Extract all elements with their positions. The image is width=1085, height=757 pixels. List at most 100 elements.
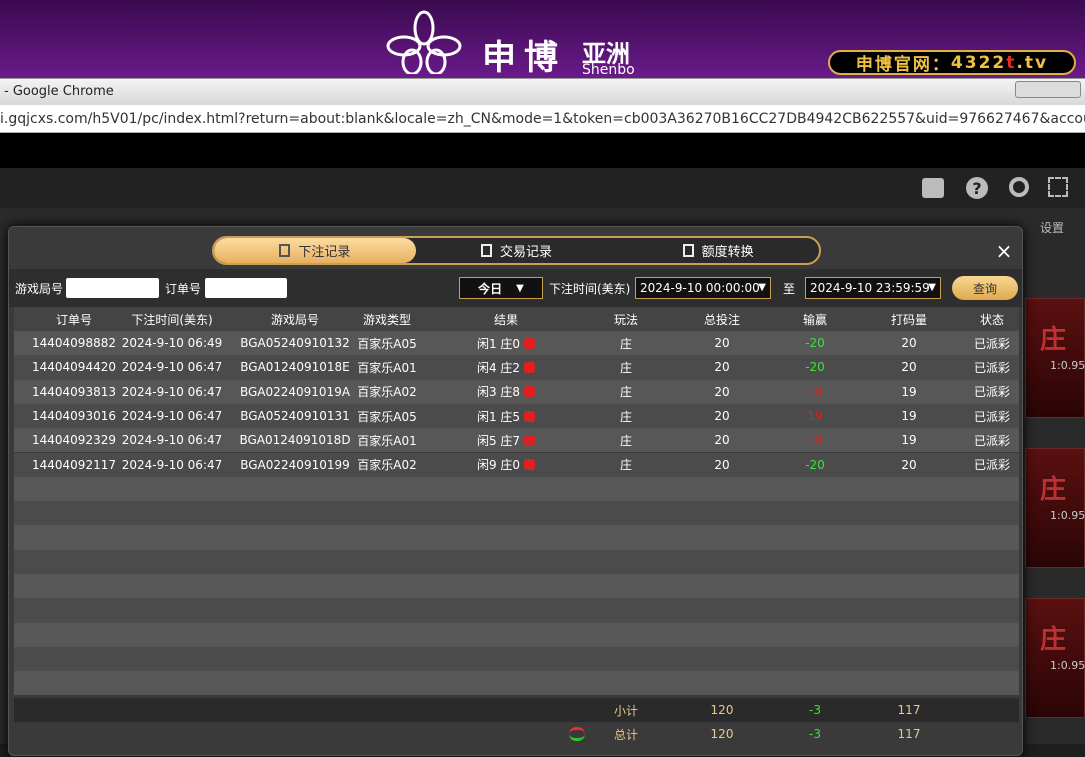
replay-icon[interactable] <box>524 434 536 446</box>
data-row: 14404092117 2024-9-10 06:47 BGA02240910199… <box>14 452 1019 477</box>
cell: 14404093813 <box>32 384 116 399</box>
cell: 庄 <box>619 433 632 448</box>
cell: 19 <box>901 409 917 424</box>
cell: 玩法 <box>613 312 638 327</box>
cell: 已派彩 <box>973 385 1010 400</box>
cell: 已派彩 <box>973 336 1010 351</box>
black-bar <box>0 133 1085 168</box>
filter-bar: 游戏局号 订单号 今日 ▼ 下注时间(美东) 2024-9-10 00:00:00… <box>9 269 1022 307</box>
tab-label: 额度转换 <box>701 245 754 260</box>
cell: 120 <box>710 703 734 717</box>
settings-icon[interactable] <box>1009 177 1029 197</box>
cell: BGA0124091018E <box>240 360 350 375</box>
cell: 庄 <box>619 336 632 351</box>
replay-icon[interactable] <box>524 337 536 349</box>
cell: 已派彩 <box>973 360 1010 375</box>
help-icon[interactable]: ? <box>966 177 988 199</box>
cell: -20 <box>805 360 825 375</box>
cell: 19 <box>901 433 917 448</box>
side-card-odds: 1:0.95 <box>1050 509 1085 522</box>
subtotal-row: 小计 120 -3 117 <box>14 698 1019 722</box>
site-badge: 申博官网： 4322 t .tv <box>828 50 1076 75</box>
replay-icon[interactable] <box>524 386 536 398</box>
refresh-icon[interactable] <box>569 727 585 741</box>
cell: 2024-9-10 06:49 <box>121 336 223 351</box>
cell: 2024-9-10 06:47 <box>121 384 223 399</box>
brand-region: 亚洲 <box>582 40 630 68</box>
cell: 19 <box>807 409 823 424</box>
cell: 2024-9-10 06:47 <box>121 360 223 375</box>
data-row: 14404092329 2024-9-10 06:47 BGA0124091018D… <box>14 428 1019 453</box>
tab[interactable]: 下注记录 <box>214 238 416 263</box>
cell: 庄 <box>619 409 632 424</box>
cell: 已派彩 <box>973 409 1010 424</box>
side-card: 庄 1:0.95 <box>1025 448 1085 568</box>
cell: -3 <box>809 727 821 741</box>
cell: 2024-9-10 06:47 <box>121 433 223 448</box>
cell: 19 <box>807 433 823 448</box>
empty-row <box>14 671 1019 696</box>
side-card-odds: 1:0.95 <box>1050 659 1085 672</box>
empty-row <box>14 525 1019 550</box>
empty-row <box>14 646 1019 672</box>
period-select[interactable]: 今日 ▼ <box>459 277 543 299</box>
cell: 14404094420 <box>32 360 116 375</box>
replay-icon[interactable] <box>524 410 536 422</box>
round-label: 游戏局号 <box>15 282 64 296</box>
tab-icon <box>481 244 492 257</box>
side-card: 庄 1:0.95 <box>1025 598 1085 718</box>
empty-row <box>14 476 1019 502</box>
cell: -20 <box>805 336 825 351</box>
cell: 19 <box>901 384 917 399</box>
cell: 14404092117 <box>32 457 116 472</box>
close-button[interactable]: × <box>995 239 1013 263</box>
cell: 20 <box>714 433 730 448</box>
to-label: 至 <box>783 282 796 296</box>
round-input[interactable] <box>66 278 159 298</box>
cell: BGA0124091018D <box>239 433 351 448</box>
cell: 游戏类型 <box>362 312 411 327</box>
order-input[interactable] <box>205 278 287 298</box>
start-select[interactable]: 2024-9-10 00:00:00 ▼ <box>635 277 771 299</box>
sound-icon[interactable] <box>922 178 944 198</box>
site-tld: .tv <box>1016 52 1049 73</box>
cell: 20 <box>901 360 917 375</box>
tab-icon <box>682 244 694 257</box>
tabs: 下注记录 交易记录 额度转换 <box>212 236 821 265</box>
window-title: - Google Chrome <box>4 84 114 99</box>
tab[interactable]: 交易记录 <box>416 238 618 263</box>
empty-row <box>14 549 1019 574</box>
address-bar[interactable]: i.gqjcxs.com/h5V01/pc/index.html?return=… <box>0 105 1085 133</box>
cell: 小计 <box>613 703 638 718</box>
cell: 14404098882 <box>32 336 116 351</box>
empty-row <box>14 622 1019 647</box>
tab[interactable]: 额度转换 <box>617 238 819 263</box>
cell: 庄 <box>619 360 632 375</box>
cell: BGA0224091019A <box>239 384 351 399</box>
side-card: 庄 1:0.95 <box>1025 298 1085 418</box>
side-cards: 庄 1:0.95 庄 1:0.95 庄 1:0.95 <box>1023 288 1085 744</box>
settings-text[interactable]: 设置 <box>1040 221 1065 235</box>
brand-en: Shenbo <box>582 62 635 78</box>
replay-icon[interactable] <box>524 361 536 373</box>
cell: 14404092329 <box>32 433 116 448</box>
data-row: 14404094420 2024-9-10 06:47 BGA0124091018E… <box>14 355 1019 380</box>
end: 2024-9-10 23:59:59 <box>810 281 930 295</box>
fullscreen-icon[interactable] <box>1048 177 1068 197</box>
window-controls[interactable] <box>1015 81 1081 98</box>
cell: 百家乐A01 <box>357 360 417 375</box>
cell: 117 <box>897 703 921 717</box>
data-row: 14404098882 2024-9-10 06:49 BGA05240910132… <box>14 331 1019 356</box>
cell: -20 <box>805 457 825 472</box>
end-select[interactable]: 2024-9-10 23:59:59 ▼ <box>805 277 941 299</box>
order-label: 订单号 <box>165 282 202 296</box>
cell: 120 <box>710 727 734 741</box>
data-row: 14404093016 2024-9-10 06:47 BGA05240910131… <box>14 403 1019 429</box>
cell: 2024-9-10 06:47 <box>121 457 223 472</box>
replay-icon[interactable] <box>524 459 536 471</box>
cell: 20 <box>714 457 730 472</box>
search-button[interactable]: 查询 <box>952 276 1018 300</box>
cell: 闲3 庄8 <box>436 380 576 404</box>
cell: 游戏局号 <box>270 312 319 327</box>
